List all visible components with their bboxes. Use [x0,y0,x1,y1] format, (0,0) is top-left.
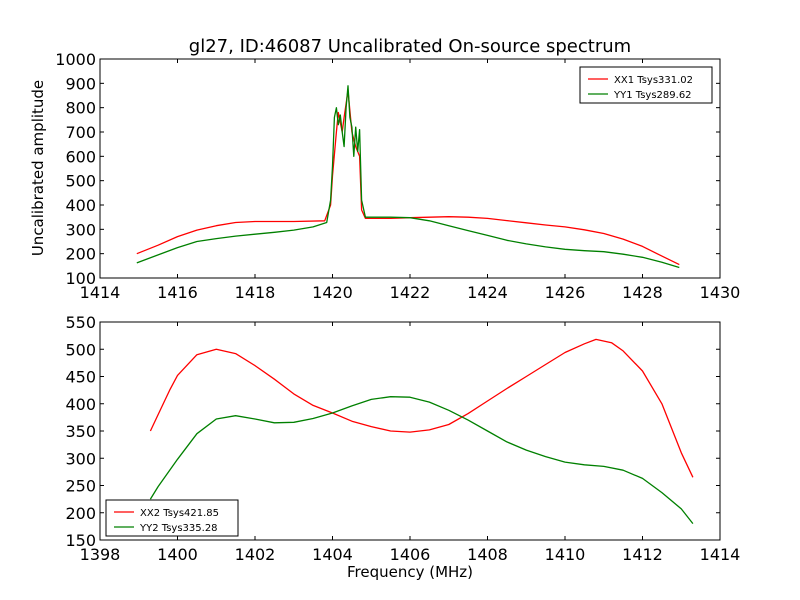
bottom-y-tick-label-6: 450 [65,368,96,387]
bottom-x-tick-label-4: 1406 [390,545,431,564]
bottom-x-tick-label-0: 1398 [80,545,121,564]
bottom-y-tick-label-1: 200 [65,504,96,523]
top-axes-frame [99,58,721,279]
bottom-y-tick-label-2: 250 [65,477,96,496]
top-y-tick-label-6: 700 [65,123,96,142]
bottom-x-tick-label-1: 1400 [157,545,198,564]
bottom-y-tick-label-4: 350 [65,422,96,441]
top-x-tick-label-7: 1428 [622,283,663,302]
top-series-layer [136,85,680,269]
top-x-tick-label-1: 1416 [157,283,198,302]
bottom-x-tick-label-3: 1404 [312,545,353,564]
top-series-line-0 [136,89,680,266]
legend-label-xx2: XX2 Tsys421.85 [140,508,219,519]
top-series-line-1 [136,85,680,269]
top-x-tick-label-4: 1422 [390,283,431,302]
top-panel: gl27, ID:46087 Uncalibrated On-source sp… [29,36,740,302]
top-y-tick-label-8: 900 [65,74,96,93]
top-y-tick-label-2: 300 [65,220,96,239]
top-x-tick-label-5: 1424 [467,283,508,302]
bottom-axes-ticks: 1398 1400 1402 1404 1406 1408 1410 1412 1414 150 2… [65,313,740,564]
bottom-axes-frame [99,321,721,541]
bottom-y-tick-label-0: 150 [65,531,96,550]
bottom-x-tick-label-5: 1408 [467,545,508,564]
top-y-tick-label-3: 400 [65,196,96,215]
top-legend-box [579,66,713,104]
legend-label-yy1: YY1 Tsys289.62 [613,90,692,101]
legend-label-yy2: YY2 Tsys335.28 [139,523,218,534]
y-axis-label: Uncalibrated amplitude [29,80,47,256]
bottom-legend: XX2 Tsys421.85 YY2 Tsys335.28 [105,499,239,537]
bottom-y-tick-label-8: 550 [65,313,96,332]
bottom-y-tick-label-7: 500 [65,340,96,359]
chart-title: gl27, ID:46087 Uncalibrated On-source sp… [189,36,631,57]
bottom-series-line-1 [149,396,694,525]
top-x-tick-label-0: 1414 [80,283,121,302]
bottom-series-line-0 [149,338,694,478]
top-x-tick-label-2: 1418 [235,283,276,302]
top-x-tick-label-6: 1426 [545,283,586,302]
legend-label-xx1: XX1 Tsys331.02 [614,75,693,86]
bottom-legend-box [105,499,239,537]
bottom-x-tick-label-7: 1412 [622,545,663,564]
top-x-tick-label-8: 1430 [700,283,741,302]
top-legend: XX1 Tsys331.02 YY1 Tsys289.62 [579,66,713,104]
top-x-tick-label-3: 1420 [312,283,353,302]
top-y-tick-label-4: 500 [65,172,96,191]
bottom-y-tick-label-3: 300 [65,449,96,468]
top-y-tick-label-1: 200 [65,245,96,264]
bottom-x-tick-label-2: 1402 [235,545,276,564]
bottom-x-tick-label-6: 1410 [545,545,586,564]
bottom-panel: Frequency (MHz) 1398 1400 1402 1404 1406 1408… [65,313,740,581]
x-axis-label: Frequency (MHz) [347,563,473,581]
top-y-tick-label-7: 800 [65,99,96,118]
top-axes-ticks: 1414 1416 1418 1420 1422 1424 1426 1428 1430 100 2… [55,50,740,302]
top-y-tick-label-5: 600 [65,147,96,166]
top-y-tick-label-0: 100 [65,269,96,288]
bottom-series-layer [149,338,694,525]
bottom-x-tick-label-8: 1414 [700,545,741,564]
top-y-tick-label-9: 1000 [55,50,96,69]
bottom-y-tick-label-5: 400 [65,395,96,414]
